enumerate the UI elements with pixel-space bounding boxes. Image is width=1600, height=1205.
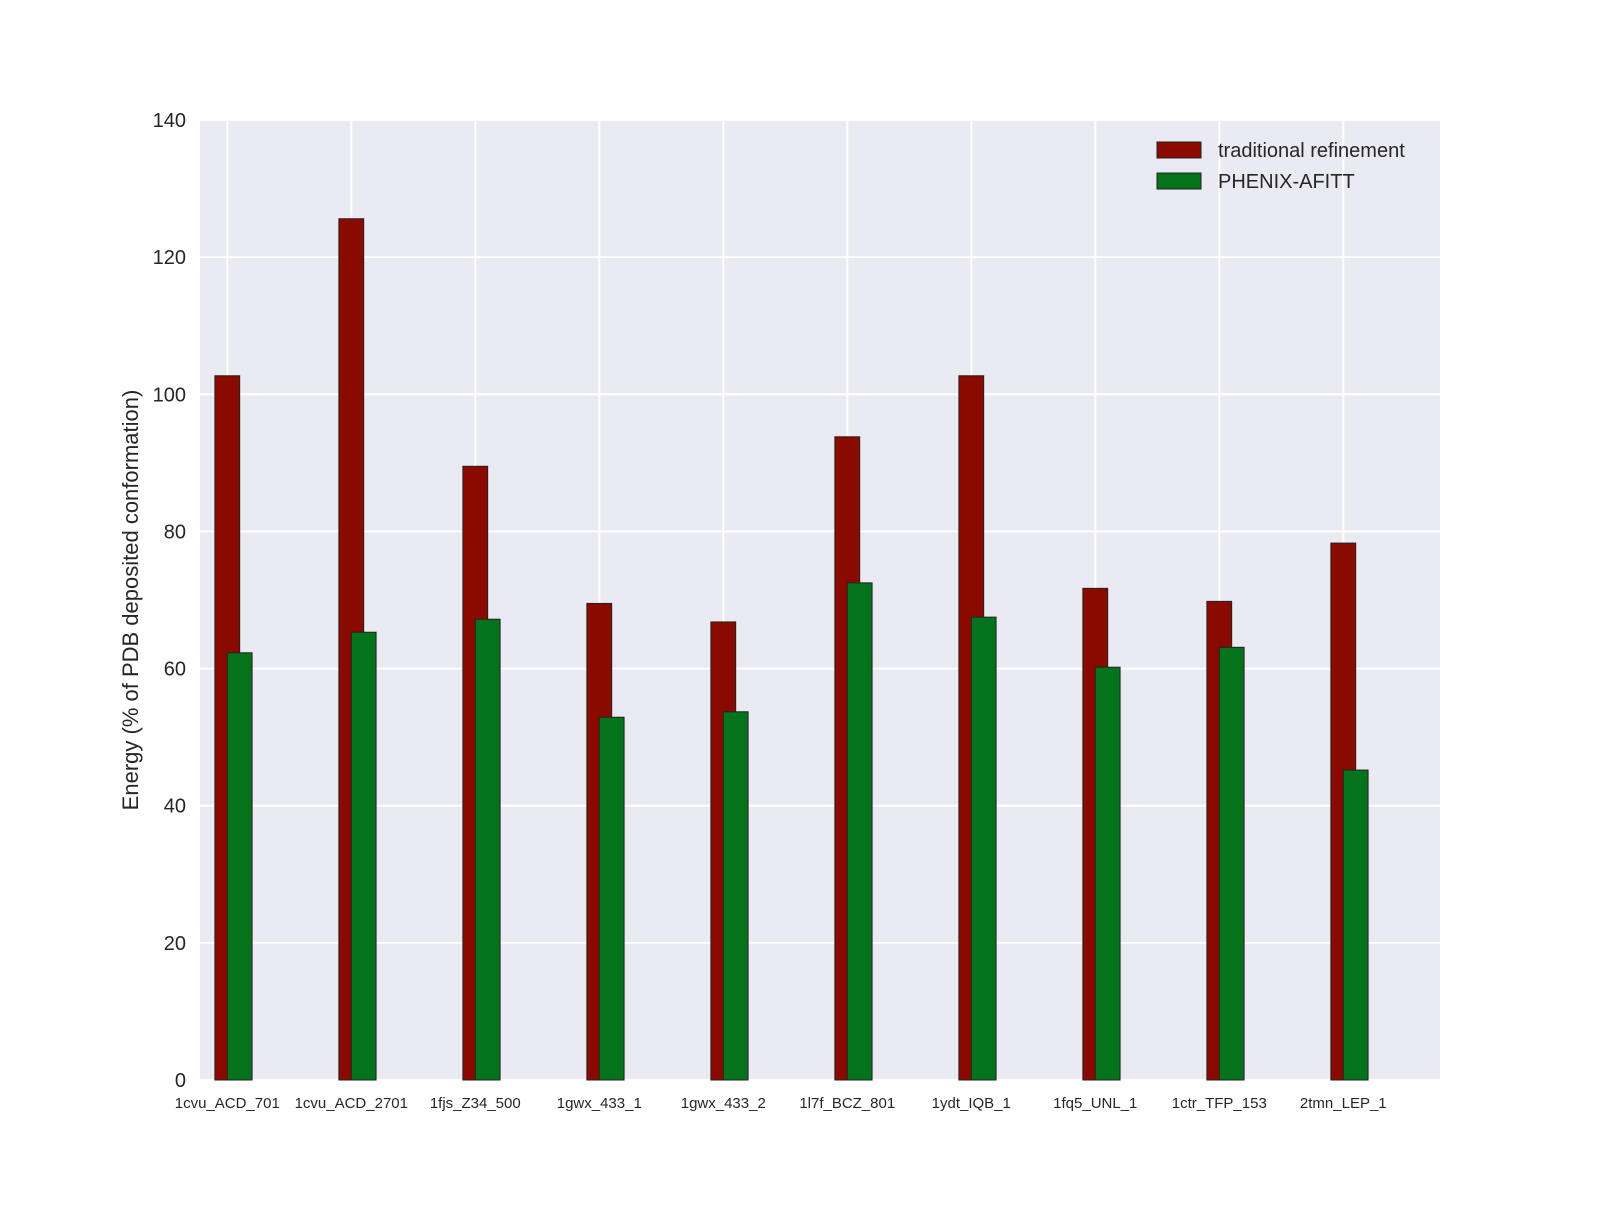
- y-tick-label: 0: [175, 1070, 186, 1092]
- x-tick-label: 1fq5_UNL_1: [1053, 1095, 1137, 1112]
- bar-phenix-1cvu_ACD_701: [226, 652, 253, 1081]
- y-tick-label: 100: [153, 384, 186, 406]
- bar-phenix-1ctr_TFP_153: [1218, 646, 1245, 1081]
- x-tick-label: 2tmn_LEP_1: [1300, 1095, 1387, 1112]
- bar-phenix-2tmn_LEP_1: [1342, 769, 1369, 1081]
- x-tick-label: 1cvu_ACD_701: [175, 1095, 280, 1112]
- x-tick-label: 1l7f_BCZ_801: [799, 1095, 895, 1112]
- legend-swatch: [1156, 172, 1202, 190]
- bar-phenix-1fjs_Z34_500: [474, 618, 501, 1081]
- x-tick-label: 1gwx_433_1: [557, 1095, 642, 1112]
- bar-phenix-1gwx_433_1: [598, 716, 625, 1081]
- bar-phenix-1ydt_IQB_1: [970, 616, 997, 1081]
- bar-phenix-1l7f_BCZ_801: [846, 582, 873, 1081]
- legend-swatch: [1156, 141, 1202, 159]
- y-tick-label: 80: [164, 521, 186, 543]
- bar-phenix-1cvu_ACD_2701: [350, 631, 377, 1081]
- bar-phenix-1gwx_433_2: [722, 711, 749, 1081]
- x-tick-label: 1fjs_Z34_500: [430, 1095, 521, 1112]
- x-tick-label: 1ydt_IQB_1: [932, 1095, 1011, 1112]
- y-tick-label: 120: [153, 247, 186, 269]
- x-tick-label: 1cvu_ACD_2701: [295, 1095, 408, 1112]
- plot-background: [200, 120, 1440, 1080]
- x-tick-label: 1gwx_433_2: [681, 1095, 766, 1112]
- y-tick-label: 40: [164, 796, 186, 818]
- bar-phenix-1fq5_UNL_1: [1094, 666, 1121, 1081]
- y-tick-label: 60: [164, 659, 186, 681]
- y-tick-label: 140: [153, 110, 186, 132]
- y-tick-label: 20: [164, 933, 186, 955]
- legend-label: traditional refinement: [1218, 140, 1405, 162]
- legend-label: PHENIX-AFITT: [1218, 171, 1355, 193]
- legend: traditional refinement PHENIX-AFITT: [1156, 140, 1405, 193]
- x-tick-label: 1ctr_TFP_153: [1172, 1095, 1267, 1112]
- y-axis-label: Energy (% of PDB deposited conformation): [118, 390, 143, 811]
